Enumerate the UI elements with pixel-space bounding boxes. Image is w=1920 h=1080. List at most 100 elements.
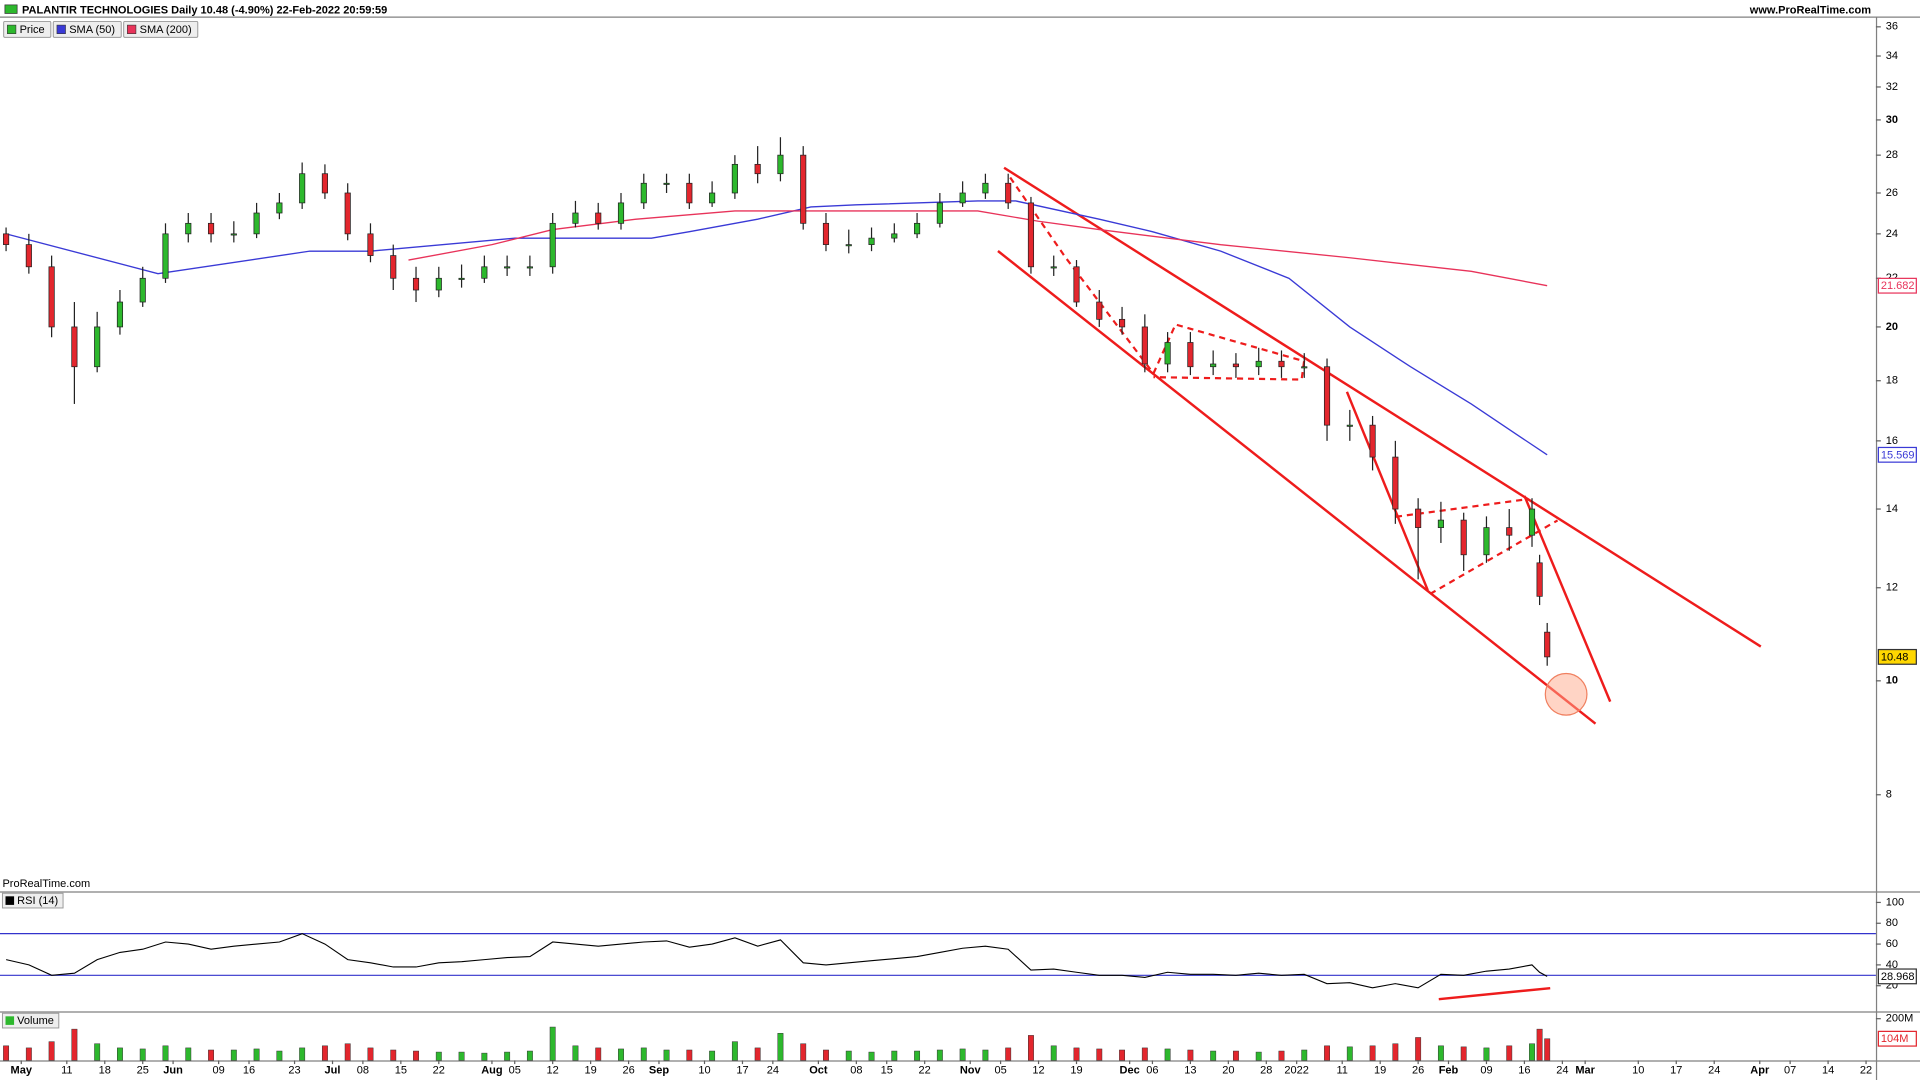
y-tick-label: 32: [1886, 81, 1898, 93]
volume-bar: [1005, 1047, 1012, 1061]
legend-label: Volume: [17, 1015, 54, 1027]
x-tick-label: 22: [919, 1065, 931, 1077]
legend-label: RSI (14): [17, 895, 58, 907]
sma-line: [5, 200, 1548, 456]
x-tick-label: 24: [1556, 1065, 1568, 1077]
legend-item: SMA (200): [123, 20, 199, 38]
volume-bar: [800, 1043, 807, 1061]
volume-bar: [94, 1043, 101, 1061]
volume-bar: [754, 1047, 761, 1061]
volume-bar: [458, 1051, 465, 1061]
legend-swatch: [7, 24, 17, 34]
candle-body: [936, 202, 943, 224]
volume-bar: [1346, 1046, 1353, 1061]
volume-bar: [663, 1049, 670, 1061]
volume-bar: [1187, 1049, 1194, 1061]
last-value-label: 104M: [1881, 1033, 1909, 1045]
volume-bar: [1119, 1049, 1125, 1061]
volume-bar: [1050, 1045, 1057, 1061]
candle-body: [754, 163, 761, 175]
candle-body: [959, 192, 966, 204]
volume-bar: [481, 1052, 488, 1061]
last-value-label: 10.48: [1881, 651, 1909, 663]
volume-bar: [936, 1049, 943, 1061]
legend-swatch: [127, 24, 137, 34]
x-tick-label: 20: [1222, 1065, 1234, 1077]
candle-body: [822, 222, 830, 245]
candle-body: [390, 255, 397, 279]
legend-item: Price: [3, 20, 52, 38]
channel-lower: [997, 250, 1597, 725]
x-tick-label: 19: [1070, 1065, 1082, 1077]
candle-body: [1073, 266, 1080, 303]
legend-box: [52, 20, 122, 38]
volume-bar: [1324, 1045, 1330, 1061]
legend-box: [1, 1012, 60, 1029]
legend-box: [1, 892, 64, 909]
volume-bar: [1096, 1048, 1103, 1061]
x-tick-label: 22: [433, 1065, 445, 1077]
channel-upper: [1003, 166, 1762, 648]
candle-body: [1536, 562, 1543, 597]
candle-body: [868, 237, 875, 245]
x-tick-label: 09: [1480, 1065, 1492, 1077]
volume-bar: [162, 1045, 169, 1061]
candle-body: [504, 266, 511, 269]
candle-body: [526, 266, 533, 269]
volume-bar: [959, 1048, 966, 1061]
candle-body: [1278, 360, 1285, 368]
volume-bar: [845, 1050, 852, 1061]
panel-legend: Volume: [1, 1012, 60, 1029]
annotations: [997, 166, 1762, 1001]
volume-bar: [572, 1045, 579, 1061]
volume-bar: [731, 1041, 738, 1061]
y-tick-label: 100: [1886, 896, 1904, 908]
candle-body: [1460, 519, 1467, 556]
candle-body: [1005, 182, 1012, 204]
y-tick-label: 36: [1886, 21, 1898, 33]
x-tick-label: Sep: [649, 1065, 669, 1077]
x-tick-label: 16: [1518, 1065, 1530, 1077]
y-tick-label: 24: [1886, 228, 1898, 240]
volume-bar: [686, 1049, 693, 1061]
volume-bar: [1255, 1051, 1262, 1061]
last-value-box: [1877, 446, 1917, 463]
candle-body: [982, 182, 989, 194]
candle-body: [458, 277, 465, 280]
y-tick-label: 12: [1886, 582, 1898, 594]
legend-label: Price: [20, 24, 45, 36]
candle-body: [435, 277, 442, 291]
volume-bar: [413, 1050, 419, 1061]
x-tick-label: 19: [1374, 1065, 1386, 1077]
last-value-box: [1877, 648, 1917, 665]
volume-bar: [914, 1050, 921, 1061]
trend-line: [1345, 391, 1429, 591]
x-tick-label: 16: [243, 1065, 255, 1077]
y-tick-label: 16: [1886, 435, 1898, 447]
volume-bar: [823, 1049, 829, 1061]
x-tick-label: 07: [1784, 1065, 1796, 1077]
candle-body: [299, 173, 306, 204]
volume-bar: [344, 1043, 351, 1061]
candle-body: [185, 222, 192, 235]
x-tick-label: Aug: [481, 1065, 502, 1077]
dashed-line: [1429, 519, 1559, 595]
volume-bar: [1392, 1043, 1399, 1061]
candle-body: [3, 233, 10, 245]
candle-body: [276, 202, 283, 214]
volume-bar: [71, 1028, 78, 1061]
candle-body: [1506, 527, 1513, 536]
candle-body: [686, 182, 693, 204]
legend-label: SMA (50): [69, 24, 115, 36]
volume-bar: [253, 1048, 260, 1061]
candle-body: [1118, 318, 1126, 328]
x-tick-label: 17: [1670, 1065, 1682, 1077]
volume-bar: [230, 1049, 237, 1061]
y-tick-label: 28: [1886, 149, 1898, 161]
x-tick-label: 24: [1708, 1065, 1720, 1077]
candle-body: [1437, 519, 1444, 528]
x-tick-label: 17: [736, 1065, 748, 1077]
x-tick-label: 24: [767, 1065, 779, 1077]
